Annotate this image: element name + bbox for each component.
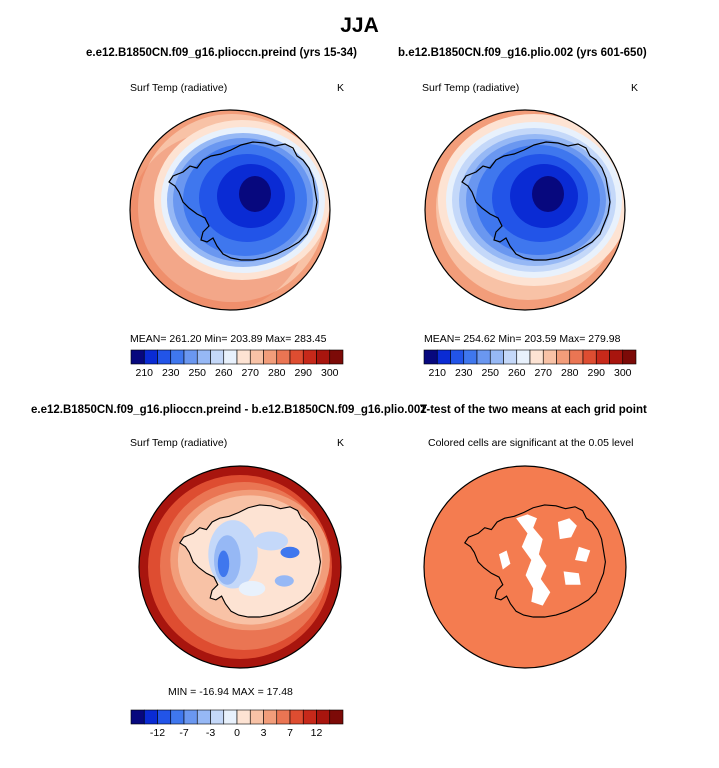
panel3-colorbar: [130, 709, 344, 725]
panel3-colorbar-tick: 12: [310, 727, 323, 739]
panel1-units-label: K: [337, 82, 345, 94]
panel2-colorbar-cell: [622, 349, 637, 365]
panel2-colorbar-cell: [595, 349, 610, 365]
panel3-colorbar-cell: [289, 709, 304, 725]
panel3-variable-label: Surf Temp (radiative): [130, 437, 228, 449]
panel3-colorbar-cell: [210, 709, 225, 725]
panel3-colorbar-cell: [196, 709, 211, 725]
panel1-map: [130, 110, 330, 310]
panel3-colorbar-tick: 3: [260, 727, 267, 739]
panel1-colorbar-cell: [130, 349, 145, 365]
panel3-colorbar-cell: [130, 709, 145, 725]
panel3-title: e.e12.B1850CN.f09_g16.plioccn.preind - b…: [31, 404, 427, 416]
panel1-colorbar-tick: 270: [241, 367, 260, 379]
panel1-variable-label: Surf Temp (radiative): [130, 82, 228, 94]
panel2-colorbar-cell: [463, 349, 478, 365]
panel4-map: [424, 466, 626, 668]
panel3-colorbar-tick: 0: [234, 727, 240, 739]
panel3-colorbar-tick: 7: [287, 727, 293, 739]
panel1-colorbar-cell: [210, 349, 225, 365]
panel1-colorbar-tick: 300: [320, 367, 339, 379]
panel2-colorbar-tick: 250: [481, 367, 500, 379]
panel1-map-border: [129, 109, 331, 311]
panel1-colorbar-cell: [143, 349, 158, 365]
panel2-colorbar-cell: [516, 349, 531, 365]
panel1-colorbar-cell: [236, 349, 251, 365]
panel1-colorbar-cell: [276, 349, 291, 365]
panel3-colorbar-cell: [329, 709, 344, 725]
page-title: JJA: [340, 14, 379, 37]
panel2-colorbar-tick: 280: [560, 367, 579, 379]
panel3-colorbar-tick: -7: [179, 727, 189, 739]
panel1-colorbar-cell: [157, 349, 172, 365]
panel1-colorbar-tick: 210: [135, 367, 154, 379]
panel2-colorbar-cell: [609, 349, 624, 365]
panel2-colorbar-cell: [489, 349, 504, 365]
panel3-colorbar-tick: -3: [205, 727, 216, 739]
panel2-map-border: [424, 109, 626, 311]
panel2-colorbar-tick: 270: [534, 367, 553, 379]
panel3-colorbar-cell: [249, 709, 264, 725]
panel1-stats: MEAN= 261.20 Min= 203.89 Max= 283.45: [130, 333, 327, 345]
panel2-map: [425, 110, 625, 310]
panel1-colorbar-cell: [170, 349, 185, 365]
panel1-colorbar-cell: [196, 349, 211, 365]
panel1-colorbar-tick: 280: [267, 367, 286, 379]
panel2-colorbar-cell: [476, 349, 491, 365]
panel3-map: [139, 466, 341, 668]
panel2-colorbar-cell: [542, 349, 557, 365]
panel2-colorbar-cell: [582, 349, 597, 365]
panel3-map-border: [138, 465, 342, 669]
panel1-colorbar-cell: [183, 349, 198, 365]
panel3-colorbar-cell: [276, 709, 291, 725]
panel3-units-label: K: [337, 437, 345, 449]
panel2-colorbar-cell: [450, 349, 465, 365]
panel2-colorbar-cell: [529, 349, 544, 365]
panel3-colorbar-cell: [223, 709, 238, 725]
panel1-colorbar-cell: [249, 349, 264, 365]
panel3-colorbar-cell: [170, 709, 185, 725]
panel3-colorbar-cell: [236, 709, 251, 725]
panel2-colorbar: [423, 349, 637, 365]
panel1-colorbar-cell: [223, 349, 238, 365]
panel3-colorbar-cell: [183, 709, 198, 725]
panel1-colorbar-cell: [329, 349, 344, 365]
panel3-colorbar-cell: [263, 709, 278, 725]
panel3-colorbar-cell: [157, 709, 172, 725]
panel3-colorbar-cell: [143, 709, 158, 725]
panel2-colorbar-cell: [556, 349, 571, 365]
panel2-colorbar-cell: [569, 349, 584, 365]
panel2-colorbar-tick: 300: [613, 367, 632, 379]
panel1-colorbar-cell: [316, 349, 331, 365]
panel1-colorbar-cell: [263, 349, 278, 365]
panel2-title: b.e12.B1850CN.f09_g16.plio.002 (yrs 601-…: [398, 47, 647, 59]
panel1-colorbar-cell: [302, 349, 317, 365]
panel4-title: T-test of the two means at each grid poi…: [420, 404, 647, 416]
panel1-title: e.e12.B1850CN.f09_g16.plioccn.preind (yr…: [86, 47, 358, 59]
panel3-colorbar-tick: -12: [149, 727, 166, 739]
panel2-colorbar-cell: [436, 349, 451, 365]
panel1-colorbar-tick: 290: [294, 367, 313, 379]
panel3-colorbar-cell: [302, 709, 317, 725]
panel2-variable-label: Surf Temp (radiative): [422, 82, 520, 94]
panel4-map-border: [423, 465, 627, 669]
panel1-colorbar-tick: 230: [161, 367, 180, 379]
panel4-note: Colored cells are significant at the 0.0…: [428, 437, 634, 449]
panel2-stats: MEAN= 254.62 Min= 203.59 Max= 279.98: [424, 333, 621, 345]
panel2-colorbar-cell: [423, 349, 438, 365]
panel3-colorbar-cell: [316, 709, 331, 725]
panel2-colorbar-tick: 290: [587, 367, 606, 379]
panel3-stats: MIN = -16.94 MAX = 17.48: [168, 686, 293, 698]
panel2-colorbar-tick: 210: [428, 367, 447, 379]
panel1-colorbar-cell: [289, 349, 304, 365]
panel1-colorbar: [130, 349, 344, 365]
panel2-colorbar-tick: 230: [454, 367, 473, 379]
panel1-colorbar-tick: 260: [214, 367, 233, 379]
panel2-colorbar-tick: 260: [507, 367, 526, 379]
panel1-colorbar-tick: 250: [188, 367, 207, 379]
panel2-colorbar-cell: [503, 349, 518, 365]
panel2-units-label: K: [631, 82, 639, 94]
